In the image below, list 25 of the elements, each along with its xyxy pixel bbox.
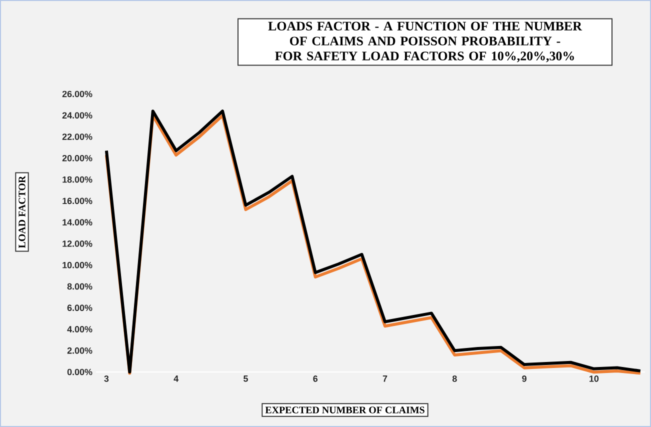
x-tick-label: 4: [174, 376, 179, 382]
x-axis-title: EXPECTED NUMBER OF CLAIMS: [265, 406, 424, 414]
y-tick-label: 12.00%: [62, 240, 92, 247]
x-tick-label: 6: [313, 376, 318, 382]
x-tick-label: 5: [244, 376, 248, 382]
y-tick-label: 4.00%: [67, 326, 92, 332]
y-tick-label: 26.00%: [62, 90, 92, 98]
y-axis-title: LOAD FACTOR: [18, 176, 26, 248]
y-tick-label: 20.00%: [62, 154, 92, 162]
y-tick-label: 6.00%: [67, 304, 92, 312]
y-tick-label: 14.00%: [62, 219, 92, 226]
x-tick-label: 10: [590, 376, 599, 382]
x-tick-label: 7: [382, 376, 388, 382]
y-tick-label: 24.00%: [62, 112, 92, 119]
y-tick-label: 18.00%: [62, 176, 92, 183]
y-tick-label: 8.00%: [67, 283, 92, 290]
y-tick-label: 10.00%: [62, 262, 92, 268]
y-tick-label: 2.00%: [67, 347, 92, 354]
x-tick-label: 3: [104, 376, 109, 382]
chart-title: LOADS FACTOR - A FUNCTION OF THE NUMBER OF CLAIMS AND POISSON PROBABILITY - FOR SAFETY LOAD FACTORS OF 10%,20%,30%: [268, 22, 582, 62]
y-tick-label: 0.00%: [67, 368, 92, 376]
x-tick-label: 9: [522, 376, 526, 382]
y-tick-label: 22.00%: [62, 134, 92, 140]
y-tick-label: 16.00%: [62, 198, 92, 204]
x-tick-label: 8: [452, 376, 457, 382]
